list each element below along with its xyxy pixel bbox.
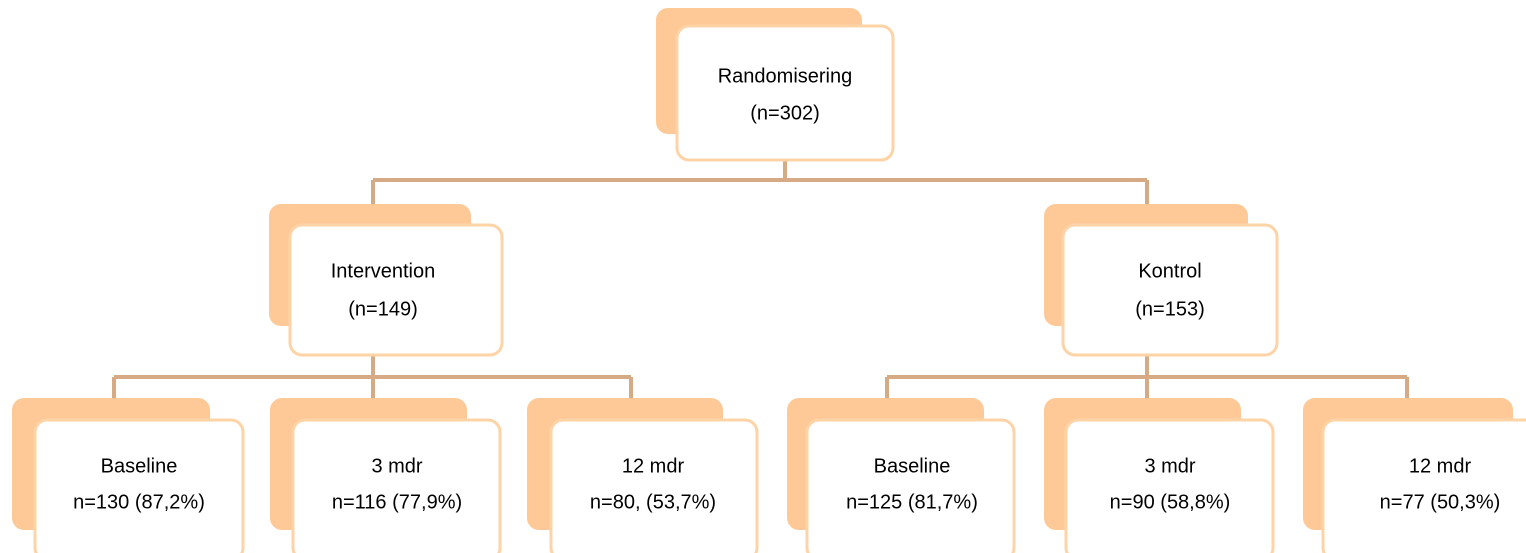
node-box (805, 418, 1016, 553)
node-title: Baseline (874, 455, 951, 477)
node-count: (n=302) (750, 102, 820, 124)
node: Randomisering (n=302) (656, 8, 895, 162)
node-box (33, 418, 245, 553)
node-count: (n=149) (348, 298, 418, 320)
node: Intervention (n=149) (269, 204, 504, 357)
connector (112, 355, 633, 400)
node-count: n=77 (50,3%) (1380, 491, 1501, 513)
node-title: 12 mdr (622, 455, 685, 477)
node-box (675, 24, 895, 162)
connector (885, 355, 1409, 400)
node-title: 12 mdr (1409, 455, 1472, 477)
node-title: Baseline (101, 455, 178, 477)
node-title: Randomisering (718, 65, 853, 87)
node: 3 mdr n=90 (58,8%) (1044, 398, 1275, 553)
node-count: n=130 (87,2%) (73, 491, 205, 513)
node-box (291, 418, 502, 553)
node-title: Kontrol (1138, 260, 1201, 282)
node: 12 mdr n=77 (50,3%) (1303, 398, 1526, 553)
node-count: n=116 (77,9%) (332, 491, 462, 513)
node-count: n=125 (81,7%) (846, 491, 978, 513)
node-box (1321, 418, 1526, 553)
node-title: 3 mdr (371, 455, 422, 477)
node: Kontrol (n=153) (1044, 204, 1279, 357)
node-title: Intervention (331, 260, 436, 282)
node-count: n=80, (53,7%) (590, 491, 716, 513)
node: 12 mdr n=80, (53,7%) (527, 398, 759, 553)
node-title: 3 mdr (1144, 455, 1195, 477)
node: Baseline n=125 (81,7%) (787, 398, 1016, 553)
node-box (288, 223, 504, 357)
node-count: n=90 (58,8%) (1110, 491, 1231, 513)
connectors (112, 160, 1409, 400)
node-box (1064, 418, 1275, 553)
node-box (549, 418, 759, 553)
node-count: (n=153) (1135, 298, 1205, 320)
node-box (1061, 223, 1279, 357)
connector (371, 160, 1149, 206)
node: 3 mdr n=116 (77,9%) (270, 398, 502, 553)
node: Baseline n=130 (87,2%) (12, 398, 245, 553)
